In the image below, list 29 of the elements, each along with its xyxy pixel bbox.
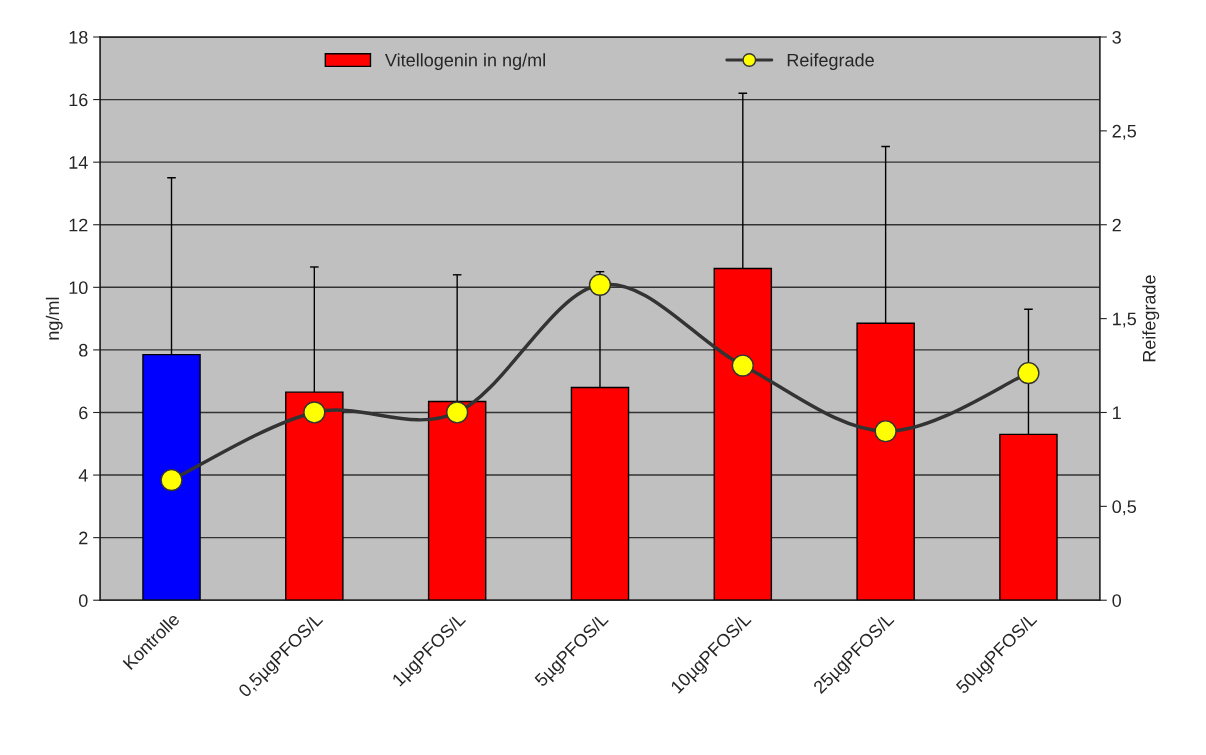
y2-tick-label: 0,5 <box>1112 500 1137 516</box>
legend-label: Vitellogenin in ng/ml <box>384 53 545 71</box>
y-tick-label: 16 <box>69 93 88 107</box>
point <box>160 468 183 492</box>
y-tick-label: 18 <box>69 30 88 44</box>
point <box>588 273 612 296</box>
y2-tick-label: 2,5 <box>1112 124 1137 140</box>
y2-tick-label: 3 <box>1112 30 1121 44</box>
y-tick-label: 0 <box>78 594 88 607</box>
point <box>446 401 469 424</box>
y-tick-label: 8 <box>79 343 88 357</box>
point <box>1017 361 1040 385</box>
legend-label: Reifegrade <box>787 53 874 71</box>
y2-tick-label: 0 <box>1112 594 1122 607</box>
bar <box>427 400 487 601</box>
y2-axis-title: Reifegrade <box>1142 275 1160 362</box>
point <box>303 401 326 424</box>
y-axis-title: ng/ml <box>45 297 63 340</box>
point <box>731 354 754 377</box>
y-tick-label: 10 <box>69 281 88 295</box>
y-tick-label: 14 <box>69 156 88 169</box>
y-tick-label: 6 <box>79 406 88 420</box>
y-tick-label: 12 <box>69 218 88 232</box>
point <box>874 420 897 443</box>
y2-tick-label: 1 <box>1113 406 1121 420</box>
y-tick-label: 2 <box>79 531 88 545</box>
y2-tick-label: 1,5 <box>1113 312 1137 328</box>
y2-tick-label: 2 <box>1112 218 1121 232</box>
y-tick-label: 4 <box>78 469 88 482</box>
